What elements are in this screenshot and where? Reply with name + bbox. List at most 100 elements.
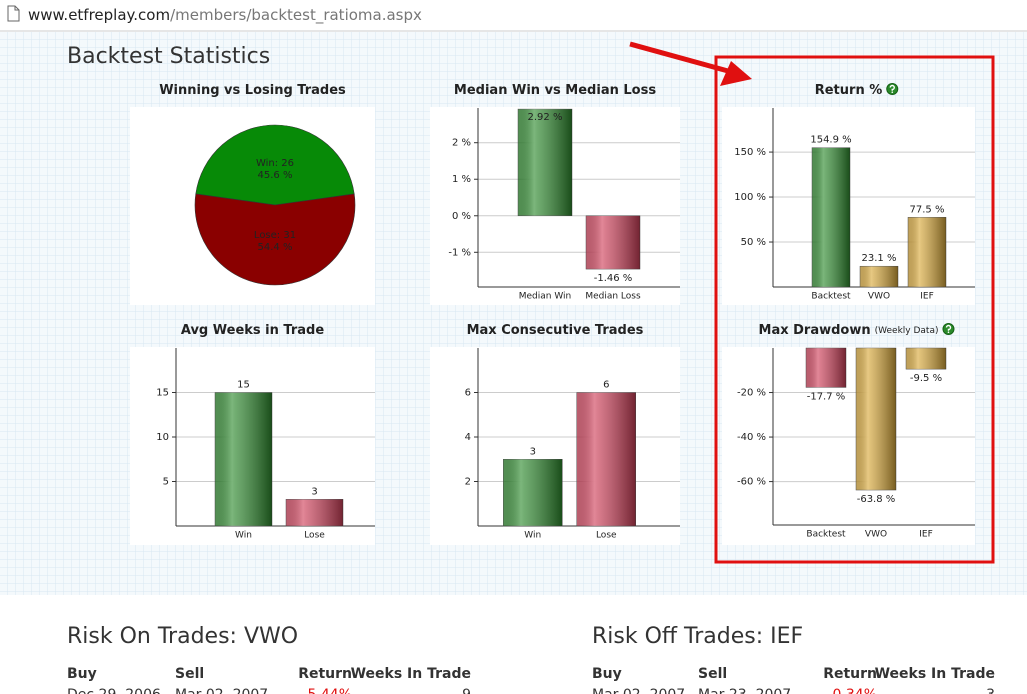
x-tick-label: IEF — [919, 530, 933, 540]
chart-title: Max Consecutive Trades — [467, 323, 644, 338]
y-tick-label: -20 % — [737, 388, 766, 399]
column-header: Weeks In Trade — [875, 666, 995, 682]
chart-title-text: Max Consecutive Trades — [467, 323, 644, 338]
url-path: /members/backtest_ratioma.aspx — [170, 6, 422, 25]
chart-title-text: Return % — [815, 83, 883, 98]
y-tick-label: 50 % — [741, 237, 766, 248]
y-tick-label: 2 % — [452, 138, 471, 149]
chart-title: Avg Weeks in Trade — [181, 323, 324, 338]
bar-shade — [215, 392, 272, 526]
column-header: Return — [298, 666, 352, 682]
page-icon — [7, 5, 20, 22]
table-cell: 0.34% — [833, 687, 877, 694]
chart-subtitle: (Weekly Data) — [875, 326, 939, 336]
arrow-shaft — [629, 41, 729, 74]
chart-title-text: Median Win vs Median Loss — [454, 83, 656, 98]
bar-shade — [812, 147, 850, 287]
y-tick-label: 2 — [465, 477, 471, 488]
chart-title: Return % — [815, 83, 883, 98]
x-tick-label: Backtest — [806, 530, 846, 540]
y-tick-label: -1 % — [448, 247, 471, 258]
bar-shade — [806, 348, 846, 388]
x-tick-label: IEF — [920, 292, 934, 302]
value-label: 23.1 % — [862, 253, 897, 264]
y-tick-label: -40 % — [737, 432, 766, 443]
value-label: 2.92 % — [528, 112, 563, 123]
x-tick-label: Backtest — [811, 292, 851, 302]
help-glyph — [889, 84, 895, 91]
table-title: Risk On Trades: VWO — [67, 624, 298, 649]
value-label: 77.5 % — [910, 204, 945, 215]
y-tick-label: 100 % — [734, 192, 766, 203]
table-cell: Mar 23, 2007 — [698, 687, 791, 694]
help-dot — [947, 331, 950, 334]
bar-shade — [576, 392, 636, 526]
chart-title: Max Drawdown (Weekly Data) — [759, 323, 939, 338]
bar-shade — [856, 348, 896, 491]
chart-title: Median Win vs Median Loss — [454, 83, 656, 98]
x-tick-label: Lose — [304, 531, 325, 541]
value-label: 3 — [530, 446, 536, 457]
x-tick-label: Win — [235, 531, 252, 541]
bar-shade — [518, 109, 572, 216]
bar-shade — [503, 459, 563, 526]
chart-title-text: Avg Weeks in Trade — [181, 323, 324, 338]
y-tick-label: -60 % — [737, 477, 766, 488]
address-bar — [0, 0, 1027, 31]
arrow-head — [720, 61, 752, 86]
url-host: www.etfreplay.com — [28, 6, 170, 24]
url[interactable]: www.etfreplay.com/members/backtest_ratio… — [28, 6, 422, 25]
value-label: -1.46 % — [594, 273, 633, 284]
table-cell: Mar 02, 2007 — [592, 687, 685, 694]
help-glyph — [945, 324, 952, 331]
y-tick-label: 15 — [156, 388, 169, 399]
bar-shade — [586, 215, 640, 270]
value-label: 154.9 % — [810, 135, 851, 146]
column-header: Return — [823, 666, 877, 682]
table-cell: Mar 02, 2007 — [175, 687, 268, 694]
column-header: Sell — [698, 666, 727, 682]
y-tick-label: 1 % — [452, 174, 471, 185]
x-tick-label: Median Loss — [585, 292, 641, 302]
y-tick-label: 150 % — [734, 147, 766, 158]
bar-shade — [908, 217, 946, 287]
column-header: Buy — [592, 666, 622, 682]
column-header: Sell — [175, 666, 204, 682]
y-tick-label: 5 — [163, 477, 169, 488]
column-header: Weeks In Trade — [351, 666, 471, 682]
x-tick-label: Lose — [596, 531, 617, 541]
table-cell: 9 — [462, 687, 471, 694]
x-tick-label: Median Win — [519, 292, 572, 302]
chart-title: Winning vs Losing Trades — [159, 83, 346, 98]
slice-percent: 45.6 % — [258, 170, 293, 181]
help-dot — [891, 91, 894, 93]
x-tick-label: VWO — [865, 530, 887, 540]
value-label: 6 — [603, 380, 609, 391]
bar-shade — [906, 348, 946, 370]
pie-slice — [194, 193, 356, 286]
x-tick-label: Win — [524, 531, 541, 541]
value-label: 15 — [237, 380, 250, 391]
y-tick-label: 4 — [465, 432, 471, 443]
table-cell: 3 — [986, 687, 995, 694]
column-header: Buy — [67, 666, 97, 682]
highlight-box — [714, 55, 995, 564]
bar-shade — [860, 266, 898, 287]
chart-title-text: Winning vs Losing Trades — [159, 83, 346, 98]
value-label: -63.8 % — [857, 494, 896, 505]
x-tick-label: VWO — [868, 292, 890, 302]
value-label: -9.5 % — [910, 373, 942, 384]
value-label: -17.7 % — [807, 391, 846, 402]
slice-label: Win: 26 — [256, 158, 294, 169]
heading: Backtest Statistics — [67, 44, 270, 69]
table-title: Risk Off Trades: IEF — [592, 624, 803, 649]
slice-percent: 54.4 % — [258, 242, 293, 253]
y-tick-label: 10 — [156, 432, 169, 443]
pie-slice — [195, 124, 355, 206]
table-cell: Dec 29, 2006 — [67, 687, 161, 694]
chart-panel — [722, 347, 975, 545]
chart-title-text: Max Drawdown — [759, 323, 871, 338]
bar-shade — [286, 499, 343, 526]
